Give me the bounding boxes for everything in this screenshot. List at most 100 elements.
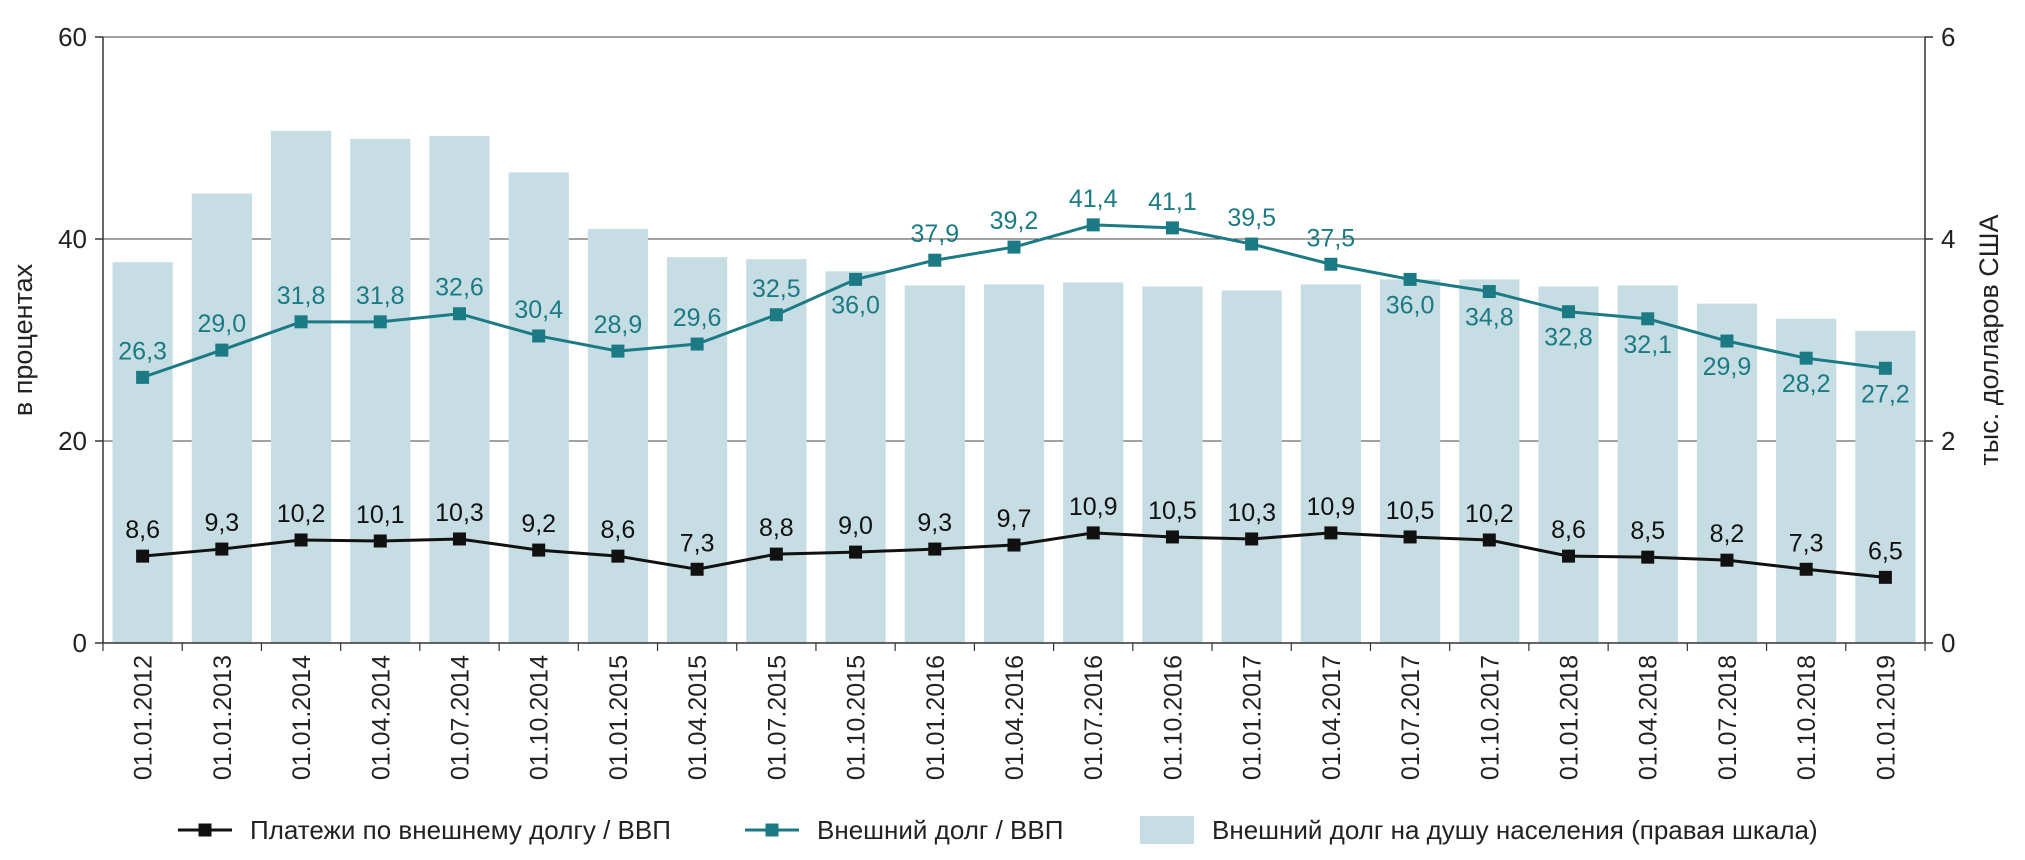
x-tick-label: 01.10.2016 (1159, 655, 1187, 780)
y-left-tick-label: 0 (73, 628, 87, 658)
y-right-tick-label: 6 (1941, 22, 1955, 52)
data-labels: 26,3 29,0 31,8 31,8 32,6 30,4 28,9 29,6 32,5 36,0… (118, 185, 1909, 565)
series-marker (1562, 305, 1576, 319)
bar (1538, 286, 1599, 643)
axes: 0 20 40 60 0 2 4 6 01.01.2012 01.01.2013 01.01.201… (8, 22, 2004, 780)
x-tick-label: 01.10.2017 (1476, 655, 1504, 780)
series-marker (1086, 218, 1100, 232)
data-label: 9,7 (997, 505, 1032, 533)
series-marker (1878, 570, 1892, 584)
data-label: 10,1 (356, 501, 405, 529)
series-marker (1562, 549, 1576, 563)
series-marker (928, 542, 942, 556)
series-marker (690, 337, 704, 351)
bar (1063, 282, 1124, 643)
series-marker (1720, 334, 1734, 348)
bar (1776, 318, 1837, 643)
data-label: 10,5 (1148, 497, 1197, 525)
bar (1617, 285, 1678, 643)
data-label: 10,2 (1465, 500, 1514, 528)
data-label: 8,6 (601, 516, 636, 544)
series-marker (1403, 530, 1417, 544)
y-left-tick-label: 40 (58, 224, 87, 254)
series-marker (1799, 351, 1813, 365)
bar (667, 257, 728, 643)
x-tick-label: 01.04.2016 (1001, 655, 1029, 780)
y-right-tick-label: 2 (1941, 426, 1955, 456)
data-label: 37,9 (910, 220, 959, 248)
legend-bar-swatch (1140, 816, 1194, 844)
series-marker (1324, 526, 1338, 540)
data-label: 10,3 (435, 499, 484, 527)
series-marker (136, 549, 150, 563)
x-tick-label: 01.01.2012 (130, 655, 158, 780)
y-right-axis-title: тыс. долларов США (1974, 214, 2004, 465)
series-marker (1641, 312, 1655, 326)
x-tick-label: 01.10.2015 (843, 655, 871, 780)
data-label: 39,5 (1227, 204, 1276, 232)
data-label: 28,9 (594, 311, 643, 339)
series-marker (1165, 221, 1179, 235)
bar (1855, 330, 1916, 643)
x-tick-label: 01.07.2015 (763, 655, 791, 780)
data-label: 9,3 (204, 509, 239, 537)
x-tick-label: 01.01.2013 (209, 655, 237, 780)
data-label: 31,8 (356, 282, 405, 310)
x-tick-label: 01.04.2014 (367, 655, 395, 780)
series-marker (1482, 533, 1496, 547)
series-marker (452, 532, 466, 546)
data-label: 8,5 (1630, 517, 1665, 545)
data-label: 36,0 (1386, 291, 1435, 319)
series-marker (532, 329, 546, 343)
series-marker (452, 307, 466, 321)
bar (112, 262, 173, 643)
bar (825, 271, 886, 643)
data-label: 10,9 (1069, 493, 1118, 521)
bar (1696, 303, 1758, 643)
data-label: 6,5 (1868, 537, 1903, 565)
data-label: 10,5 (1386, 497, 1435, 525)
bar (1379, 279, 1441, 643)
x-tick-label: 01.10.2018 (1793, 655, 1821, 780)
series-marker (690, 562, 704, 576)
data-label: 32,1 (1623, 331, 1672, 359)
series-marker (1245, 237, 1259, 251)
data-label: 9,3 (917, 509, 952, 537)
legend: Платежи по внешнему долгу / ВВП Внешний д… (178, 815, 1818, 845)
series-marker (1245, 532, 1259, 546)
series-marker (215, 343, 229, 357)
data-label: 29,0 (197, 310, 246, 338)
legend-label: Платежи по внешнему долгу / ВВП (250, 815, 671, 845)
data-label: 8,2 (1710, 520, 1745, 548)
data-label: 7,3 (1789, 529, 1824, 557)
series-marker (1641, 550, 1655, 564)
data-label: 32,5 (752, 275, 801, 303)
series-marker (532, 543, 546, 557)
x-tick-label: 01.07.2017 (1397, 655, 1425, 780)
data-label: 8,8 (759, 514, 794, 542)
series-marker (1007, 240, 1021, 254)
data-label: 41,4 (1069, 185, 1118, 213)
x-tick-label: 01.01.2019 (1872, 655, 1900, 780)
bar (1300, 284, 1361, 643)
y-left-axis-title: в процентах (8, 263, 38, 416)
x-tick-label: 01.04.2018 (1635, 655, 1663, 780)
series-marker (849, 545, 863, 559)
data-label: 36,0 (831, 291, 880, 319)
data-label: 39,2 (990, 207, 1039, 235)
series-marker (1007, 538, 1021, 552)
series-marker (1403, 272, 1417, 286)
series-marker (1799, 562, 1813, 576)
data-label: 32,6 (435, 274, 484, 302)
data-label: 7,3 (680, 529, 715, 557)
series-marker (849, 272, 863, 286)
x-tick-label: 01.01.2014 (288, 655, 316, 780)
data-label: 34,8 (1465, 304, 1514, 332)
x-tick-label: 01.01.2016 (922, 655, 950, 780)
x-tick-label: 01.07.2016 (1080, 655, 1108, 780)
x-tick-label: 01.04.2017 (1318, 655, 1346, 780)
x-tick-label: 01.10.2014 (526, 655, 554, 780)
data-label: 32,8 (1544, 324, 1593, 352)
data-label: 26,3 (118, 337, 167, 365)
data-label: 8,6 (125, 516, 160, 544)
